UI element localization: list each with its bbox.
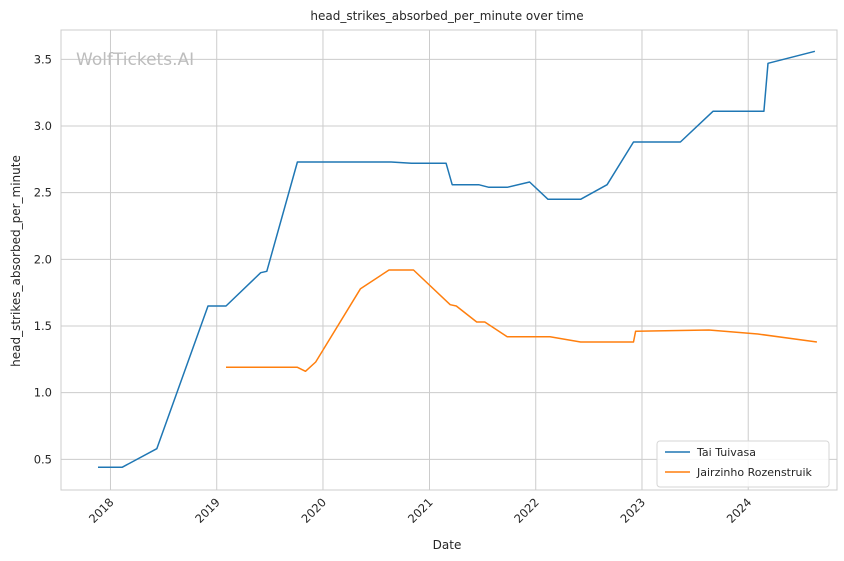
- series-line-jairzinho-rozenstruik: [226, 269, 818, 373]
- series-line-tai-tuivasa: [98, 50, 816, 469]
- series-lines: [98, 50, 818, 469]
- y-tick-label: 1.0: [34, 386, 52, 400]
- y-tick-label: 2.0: [34, 252, 52, 266]
- y-tick-label: 3.0: [34, 119, 52, 133]
- x-axis-title: Date: [433, 538, 462, 552]
- y-tick-label: 2.5: [34, 186, 52, 200]
- legend-label-jairzinho-rozenstruik: Jairzinho Rozenstruik: [696, 466, 813, 479]
- y-tick-label: 0.5: [34, 452, 52, 466]
- legend: Tai Tuivasa Jairzinho Rozenstruik: [656, 440, 830, 488]
- legend-box: [656, 440, 830, 488]
- grid: [61, 30, 837, 490]
- plot-frame: [60, 29, 838, 491]
- chart-title: head_strikes_absorbed_per_minute over ti…: [310, 9, 583, 23]
- watermark-text: WolfTickets.AI: [76, 50, 194, 70]
- y-tick-label: 3.5: [34, 52, 52, 66]
- y-tick-label: 1.5: [34, 319, 52, 333]
- legend-label-tai-tuivasa: Tai Tuivasa: [696, 446, 756, 459]
- y-axis-title: head_strikes_absorbed_per_minute: [9, 155, 23, 367]
